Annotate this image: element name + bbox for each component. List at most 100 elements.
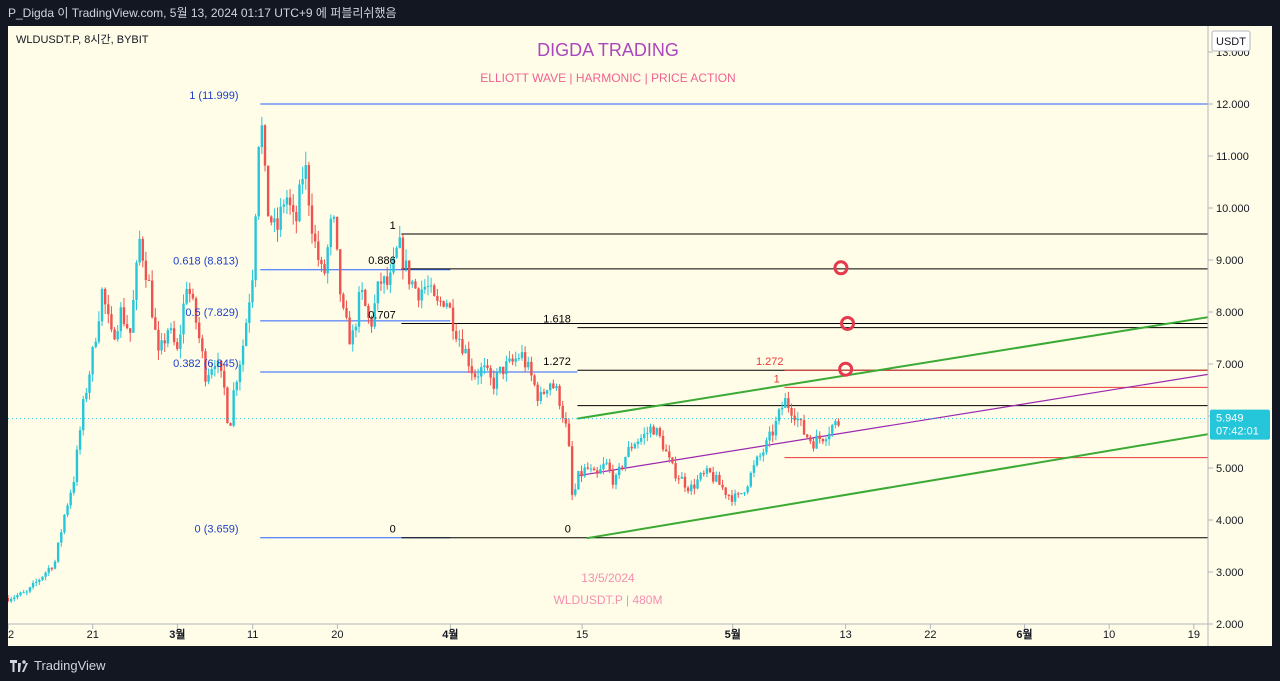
- candle-body: [332, 216, 336, 219]
- candle-body: [755, 456, 759, 466]
- candle-body: [542, 391, 546, 394]
- candle-body: [627, 446, 630, 457]
- candle-body: [574, 489, 577, 495]
- candle-body: [564, 418, 568, 424]
- candle-body: [329, 218, 333, 248]
- candle-body: [711, 472, 715, 482]
- candle-body: [317, 241, 320, 260]
- candle-body: [282, 204, 286, 207]
- candle-body: [536, 384, 539, 401]
- chart-subtitle: ELLIOTT WAVE | HARMONIC | PRICE ACTION: [480, 71, 735, 85]
- candle-body: [668, 451, 671, 458]
- candle-body: [110, 314, 113, 330]
- candle-body: [617, 466, 621, 476]
- candle-body: [677, 478, 680, 480]
- candle-body: [13, 597, 16, 600]
- candle-body: [97, 321, 101, 342]
- footer-brand[interactable]: TradingView: [34, 658, 106, 673]
- last-price-tag: [1210, 409, 1270, 440]
- candle-body: [191, 293, 195, 299]
- price-tick-label: 10.000: [1216, 203, 1250, 215]
- currency-badge[interactable]: [1211, 30, 1251, 52]
- candle-body: [257, 147, 260, 217]
- candle-body: [483, 365, 486, 368]
- candle-body: [806, 434, 809, 438]
- price-tick-label: 3.000: [1216, 567, 1244, 579]
- time-tick-label: 6월: [1016, 627, 1032, 641]
- candle-body: [596, 470, 599, 474]
- candle-body: [116, 331, 119, 340]
- candle-body: [172, 328, 176, 343]
- chart-subtitle-text: ELLIOTT WAVE | HARMONIC | PRICE ACTION: [480, 71, 735, 85]
- candle-body: [125, 324, 129, 329]
- time-tick-label: 22: [924, 629, 936, 641]
- candle-body: [583, 467, 586, 477]
- candle-body: [41, 576, 44, 580]
- candle-body: [655, 428, 658, 435]
- time-tick-label: 3월: [169, 627, 185, 641]
- candle-body: [85, 392, 88, 400]
- fib-level-label: 1 (11.999): [189, 90, 238, 102]
- candle-body: [285, 197, 289, 205]
- candle-body: [401, 237, 405, 269]
- candle-body: [154, 317, 157, 330]
- fib-level-label: 0.618 (8.813): [173, 256, 238, 268]
- candle-body: [219, 361, 223, 371]
- target-circle-marker: [833, 260, 849, 276]
- candle-body: [185, 288, 188, 304]
- target-circle-marker: [840, 315, 856, 331]
- time-axis: 12 21 3월 11 20 4월 15 5월 13 22 6월 10 19: [8, 624, 1200, 641]
- candle-body: [197, 322, 201, 339]
- time-tick-label: 15: [576, 629, 588, 641]
- candle-body: [417, 288, 420, 301]
- publish-line: P_Digda 이 TradingView.com, 5월 13, 2024 0…: [8, 6, 397, 20]
- candle-body: [549, 383, 552, 391]
- time-tick-label: 4월: [442, 627, 458, 641]
- candle-body: [260, 125, 264, 148]
- time-tick-label: 20: [331, 629, 343, 641]
- candle-body: [60, 532, 63, 543]
- candle-body: [527, 361, 530, 368]
- candle-body: [461, 338, 464, 354]
- candle-body: [223, 370, 226, 388]
- candle-body: [426, 286, 430, 288]
- candle-body: [132, 299, 135, 333]
- symbol-info: WLDUSDT.P, 8시간, BYBIT: [16, 33, 149, 46]
- candle-body: [345, 307, 348, 318]
- fib-labels: 1 (11.999) 0.618 (8.813) 0.5 (7.829) 0.382 …: [173, 90, 783, 536]
- candle-body: [787, 398, 790, 409]
- tradingview-logo-icon[interactable]: [10, 659, 28, 672]
- trend-lines: [577, 316, 1209, 540]
- candle-body: [75, 449, 79, 482]
- candle-body: [480, 367, 483, 377]
- candle-body: [834, 421, 837, 426]
- candle-body: [16, 595, 19, 598]
- candle-body: [831, 425, 834, 434]
- candle-body: [605, 462, 608, 464]
- fib-level-label: 0.382 (6.845): [173, 358, 238, 370]
- fib-level-label: 0.707: [368, 309, 396, 321]
- candle-body: [144, 260, 148, 280]
- candle-body: [292, 205, 295, 212]
- candle-body: [423, 286, 427, 290]
- candle-body: [821, 438, 825, 442]
- candle-body: [530, 361, 533, 376]
- price-tick-label: 2.000: [1216, 619, 1244, 631]
- candle-body: [758, 455, 762, 457]
- candle-body: [592, 468, 596, 471]
- candle-body: [445, 303, 448, 307]
- fib-level-label: 0.886: [368, 255, 396, 267]
- candle-body: [602, 463, 605, 470]
- candle-body: [730, 495, 734, 502]
- bar-countdown: 07:42:01: [1216, 426, 1259, 438]
- candle-body: [379, 281, 383, 284]
- candle-body: [749, 472, 752, 487]
- candle-body: [589, 468, 593, 470]
- candle-body: [386, 276, 389, 285]
- candle-body: [511, 358, 514, 362]
- candle-body: [740, 493, 743, 495]
- time-tick-label: 10: [1103, 629, 1115, 641]
- chart-frame[interactable]: 1 (11.999) 0.618 (8.813) 0.5 (7.829) 0.382 …: [8, 26, 1272, 646]
- candle-body: [63, 514, 66, 533]
- price-chart[interactable]: 1 (11.999) 0.618 (8.813) 0.5 (7.829) 0.382 …: [8, 26, 1272, 646]
